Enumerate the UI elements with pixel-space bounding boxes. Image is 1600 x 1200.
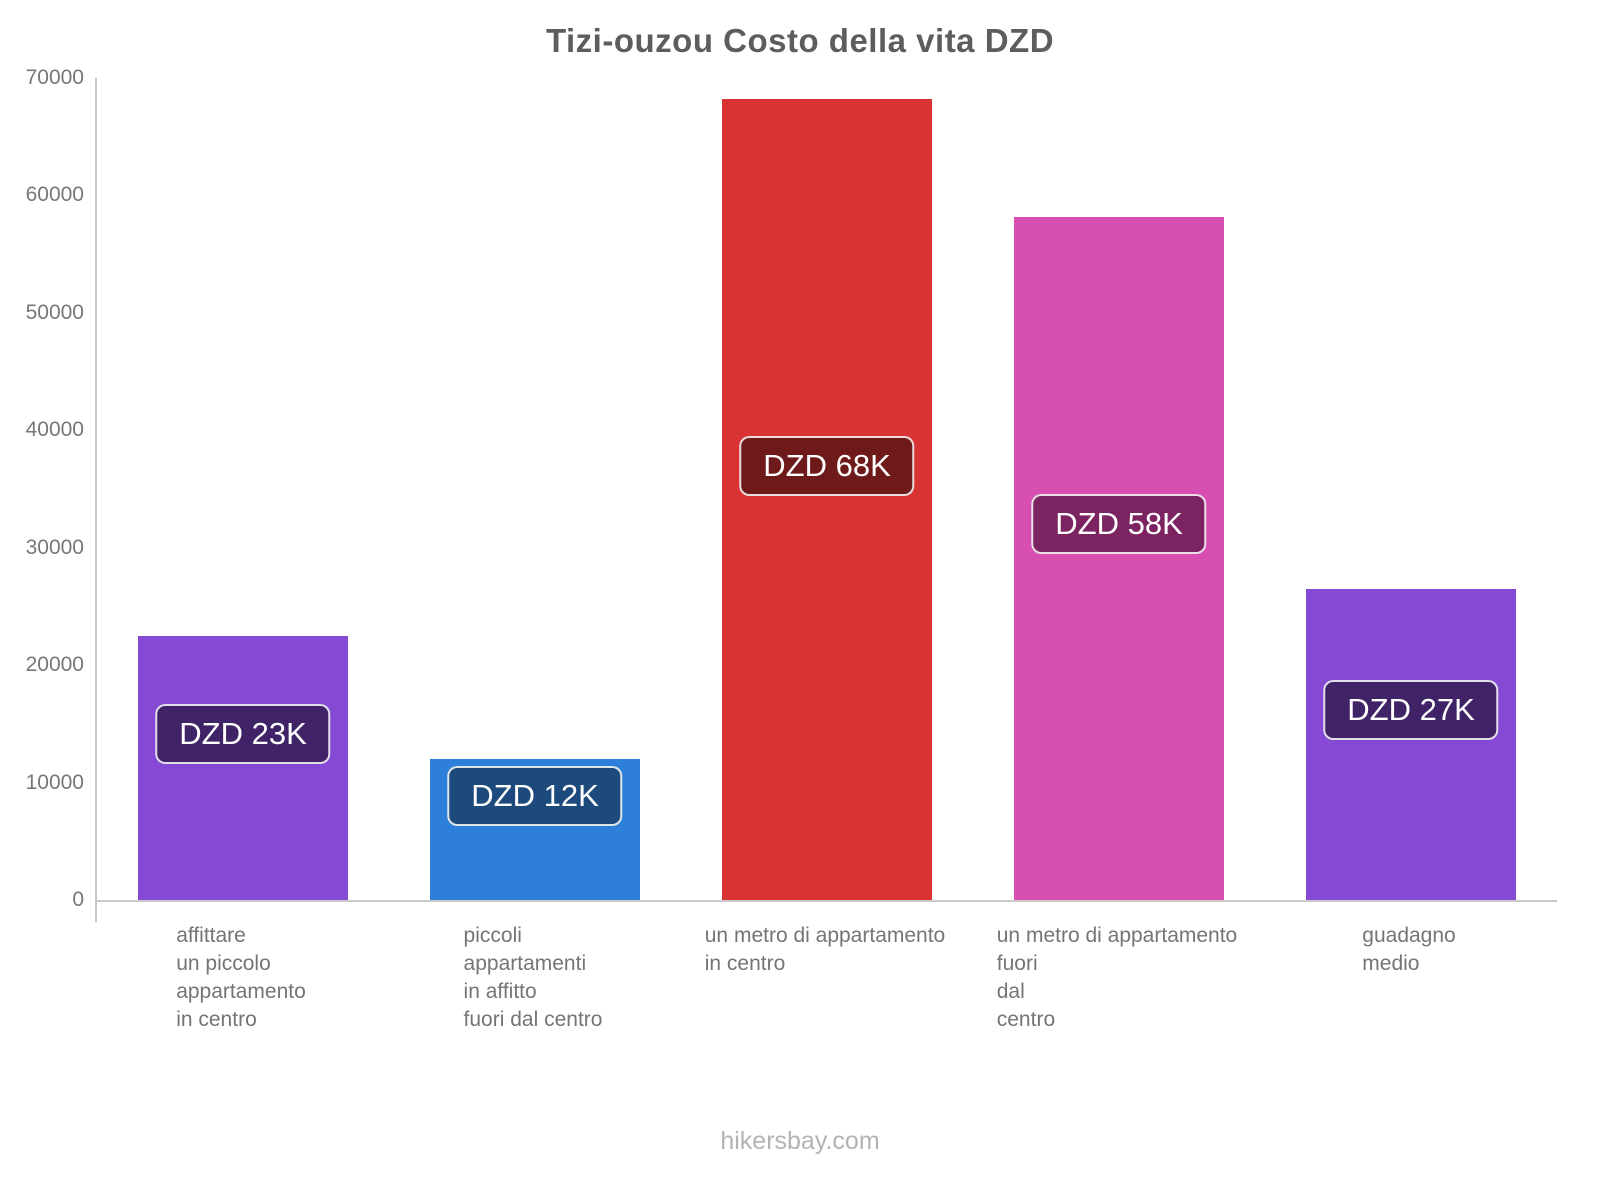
plot-area: 0 10000 20000 30000 40000 50000 60000 70000 DZD… <box>26 66 1557 922</box>
bar: DZD 68K <box>722 99 932 900</box>
bar-value-badge: DZD 12K <box>447 765 623 826</box>
category-label: guadagno medio <box>1362 924 1456 975</box>
y-tick-label: 30000 <box>25 535 84 559</box>
footer-watermark: hikersbay.com <box>720 1127 880 1155</box>
bar: DZD 23K <box>138 635 348 900</box>
y-tick-label: 70000 <box>25 66 84 89</box>
y-tick-label: 10000 <box>25 770 84 794</box>
bar-value-badge: DZD 58K <box>1031 494 1207 555</box>
category-label: affittare un piccolo appartamento in centro <box>176 924 306 1031</box>
bar: DZD 27K <box>1306 588 1516 900</box>
y-tick-label: 40000 <box>25 418 84 442</box>
bar-value-badge: DZD 68K <box>739 435 915 496</box>
category-label: piccoli appartamenti in affitto fuori dal c… <box>463 924 603 1031</box>
y-tick-label: 60000 <box>25 183 84 207</box>
chart-title: Tizi-ouzou Costo della vita DZD <box>545 22 1055 59</box>
bar-value-badge: DZD 23K <box>155 703 331 764</box>
bar-value-badge: DZD 27K <box>1323 680 1499 741</box>
bar: DZD 12K <box>430 759 640 900</box>
y-axis-tick-labels: 0 10000 20000 30000 40000 50000 60000 70000 <box>2 66 84 911</box>
y-tick-label: 50000 <box>25 300 84 324</box>
y-tick-label: 0 <box>72 888 84 911</box>
y-tick-label: 20000 <box>25 653 84 677</box>
category-label: un metro di appartamento fuori dal centro <box>996 924 1238 1031</box>
bar: DZD 58K <box>1014 216 1224 900</box>
category-label: un metro di appartamento in centro <box>704 924 946 975</box>
x-axis-category-labels: affittare un piccolo appartamento in centro… <box>95 922 1555 1062</box>
